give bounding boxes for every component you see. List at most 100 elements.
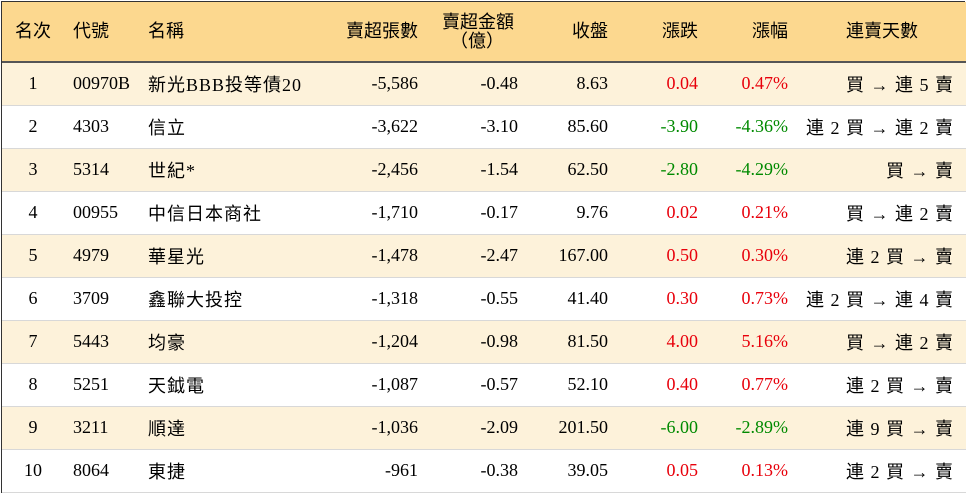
change-pct-cell: 0.77% (708, 363, 798, 407)
net-sell-amount-cell: -0.17 (428, 191, 528, 235)
name-cell: 華星光 (144, 234, 314, 278)
close-cell: 9.76 (528, 191, 618, 235)
name-cell: 中信日本商社 (144, 191, 314, 235)
header-close: 收盤 (528, 2, 618, 63)
consecutive-days-cell: 買 → 連 2 賣 (798, 191, 966, 235)
rank-cell: 5 (2, 234, 64, 278)
code-cell: 5314 (64, 148, 144, 192)
name-cell: 均豪 (144, 320, 314, 364)
table-row[interactable]: 5 4979 華星光 -1,478 -2.47 167.00 0.50 0.30% 連 2 買 … (2, 234, 966, 278)
net-sell-shares-cell: -1,036 (314, 406, 428, 450)
net-sell-shares-cell: -2,456 (314, 148, 428, 192)
change-pct-cell: 5.16% (708, 320, 798, 364)
net-sell-amount-cell: -0.55 (428, 277, 528, 321)
close-cell: 52.10 (528, 363, 618, 407)
code-cell: 5443 (64, 320, 144, 364)
rank-cell: 8 (2, 363, 64, 407)
change-cell: 0.05 (618, 449, 708, 493)
table-row[interactable]: 7 5443 均豪 -1,204 -0.98 81.50 4.00 5.16% 買 → 連 2 … (2, 320, 966, 364)
rank-cell: 1 (2, 62, 64, 106)
table-row[interactable]: 2 4303 信立 -3,622 -3.10 85.60 -3.90 -4.36% 連 2 買 … (2, 105, 966, 149)
code-cell: 8064 (64, 449, 144, 493)
change-cell: 0.50 (618, 234, 708, 278)
change-pct-cell: 0.13% (708, 449, 798, 493)
net-sell-amount-cell: -0.38 (428, 449, 528, 493)
header-rank: 名次 (2, 2, 64, 63)
rank-cell: 4 (2, 191, 64, 235)
net-sell-shares-cell: -1,318 (314, 277, 428, 321)
change-cell: 0.04 (618, 62, 708, 106)
net-sell-amount-cell: -3.10 (428, 105, 528, 149)
header-row: 名次 代號 名稱 賣超張數 賣超金額 （億） 收盤 漲跌 漲幅 連賣天數 (2, 2, 966, 63)
rank-cell: 3 (2, 148, 64, 192)
net-sell-shares-cell: -3,622 (314, 105, 428, 149)
name-cell: 順達 (144, 406, 314, 450)
consecutive-days-cell: 買 → 連 2 賣 (798, 320, 966, 364)
consecutive-days-cell: 連 9 買 → 賣 (798, 406, 966, 450)
table-row[interactable]: 10 8064 東捷 -961 -0.38 39.05 0.05 0.13% 連 2 買 → 賣 (2, 449, 966, 493)
net-sell-shares-cell: -1,204 (314, 320, 428, 364)
change-pct-cell: 0.21% (708, 191, 798, 235)
close-cell: 8.63 (528, 62, 618, 106)
code-cell: 3709 (64, 277, 144, 321)
close-cell: 167.00 (528, 234, 618, 278)
consecutive-days-cell: 買 → 賣 (798, 148, 966, 192)
consecutive-days-cell: 連 2 買 → 賣 (798, 363, 966, 407)
header-change-pct: 漲幅 (708, 2, 798, 63)
consecutive-days-cell: 連 2 買 → 賣 (798, 449, 966, 493)
table-row[interactable]: 1 00970B 新光BBB投等債20 -5,586 -0.48 8.63 0.04 0.47… (2, 62, 966, 106)
change-pct-cell: -4.36% (708, 105, 798, 149)
net-sell-amount-cell: -2.47 (428, 234, 528, 278)
header-net-sell-amount-line2: （億） (450, 30, 504, 51)
change-pct-cell: 0.30% (708, 234, 798, 278)
close-cell: 85.60 (528, 105, 618, 149)
code-cell: 4303 (64, 105, 144, 149)
change-cell: 0.40 (618, 363, 708, 407)
table-row[interactable]: 9 3211 順達 -1,036 -2.09 201.50 -6.00 -2.89% 連 9 買… (2, 406, 966, 450)
table-row[interactable]: 4 00955 中信日本商社 -1,710 -0.17 9.76 0.02 0.21% 買 → … (2, 191, 966, 235)
consecutive-days-cell: 連 2 買 → 連 2 賣 (798, 105, 966, 149)
close-cell: 41.40 (528, 277, 618, 321)
header-net-sell-amount: 賣超金額 （億） (428, 2, 528, 63)
net-sell-amount-cell: -0.57 (428, 363, 528, 407)
change-pct-cell: 0.47% (708, 62, 798, 106)
header-name: 名稱 (144, 2, 314, 63)
change-cell: 4.00 (618, 320, 708, 364)
rank-cell: 7 (2, 320, 64, 364)
table-row[interactable]: 6 3709 鑫聯大投控 -1,318 -0.55 41.40 0.30 0.73% 連 2 買… (2, 277, 966, 321)
rank-cell: 2 (2, 105, 64, 149)
header-code: 代號 (64, 2, 144, 63)
code-cell: 00955 (64, 191, 144, 235)
rank-cell: 9 (2, 406, 64, 450)
net-sell-amount-cell: -0.48 (428, 62, 528, 106)
code-cell: 00970B (64, 62, 144, 106)
code-cell: 3211 (64, 406, 144, 450)
table-body: 1 00970B 新光BBB投等債20 -5,586 -0.48 8.63 0.04 0.47… (2, 62, 966, 493)
close-cell: 201.50 (528, 406, 618, 450)
net-sell-shares-cell: -1,710 (314, 191, 428, 235)
net-sell-amount-cell: -1.54 (428, 148, 528, 192)
change-cell: -3.90 (618, 105, 708, 149)
name-cell: 天鉞電 (144, 363, 314, 407)
code-cell: 4979 (64, 234, 144, 278)
header-net-sell-amount-line1: 賣超金額 (442, 11, 514, 32)
change-pct-cell: -2.89% (708, 406, 798, 450)
change-pct-cell: -4.29% (708, 148, 798, 192)
consecutive-days-cell: 買 → 連 5 賣 (798, 62, 966, 106)
table-row[interactable]: 3 5314 世紀* -2,456 -1.54 62.50 -2.80 -4.29% 買 → 賣 (2, 148, 966, 192)
close-cell: 62.50 (528, 148, 618, 192)
net-sell-shares-cell: -5,586 (314, 62, 428, 106)
table-header: 名次 代號 名稱 賣超張數 賣超金額 （億） 收盤 漲跌 漲幅 連賣天數 (2, 2, 966, 63)
code-cell: 5251 (64, 363, 144, 407)
name-cell: 世紀* (144, 148, 314, 192)
table-row[interactable]: 8 5251 天鉞電 -1,087 -0.57 52.10 0.40 0.77% 連 2 買 →… (2, 363, 966, 407)
name-cell: 信立 (144, 105, 314, 149)
header-net-sell-shares: 賣超張數 (314, 2, 428, 63)
change-cell: 0.30 (618, 277, 708, 321)
name-cell: 東捷 (144, 449, 314, 493)
close-cell: 39.05 (528, 449, 618, 493)
header-change: 漲跌 (618, 2, 708, 63)
change-cell: 0.02 (618, 191, 708, 235)
